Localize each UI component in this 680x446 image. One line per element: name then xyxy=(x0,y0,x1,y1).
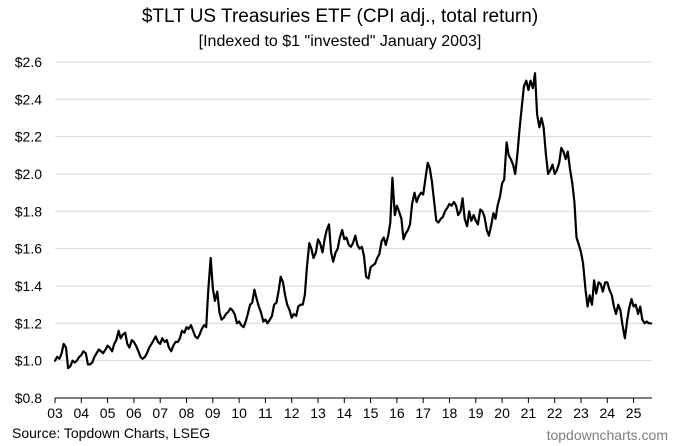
x-tick-label: 07 xyxy=(152,405,168,421)
x-tick-label: 20 xyxy=(494,405,510,421)
y-tick-label: $1.2 xyxy=(15,315,42,331)
x-tick-label: 18 xyxy=(442,405,458,421)
y-tick-label: $1.6 xyxy=(15,241,42,257)
y-axis-tick-labels: $0.8 $1.0 $1.2 $1.4 $1.6 $1.8 $2.0 $2.2 $2.4 $2.6 xyxy=(15,54,42,406)
x-tick-label: 08 xyxy=(179,405,195,421)
x-tick-label: 17 xyxy=(415,405,431,421)
y-tick-label: $2.2 xyxy=(15,129,42,145)
x-tick-label: 21 xyxy=(521,405,537,421)
x-tick-label: 15 xyxy=(363,405,379,421)
x-tick-label: 13 xyxy=(310,405,326,421)
x-tick-label: 11 xyxy=(258,405,273,421)
x-tick-label: 16 xyxy=(389,405,405,421)
series-layer xyxy=(53,72,653,370)
x-tick-label: 06 xyxy=(126,405,142,421)
x-tick-label: 23 xyxy=(573,405,589,421)
x-tick-label: 12 xyxy=(284,405,300,421)
x-tick-label: 22 xyxy=(547,405,563,421)
y-tick-label: $2.0 xyxy=(15,166,42,182)
x-tick-label: 03 xyxy=(47,405,63,421)
y-tick-label: $1.8 xyxy=(15,203,42,219)
source-note: Source: Topdown Charts, LSEG xyxy=(12,425,211,441)
x-tick-label: 14 xyxy=(337,405,353,421)
y-tick-label: $2.6 xyxy=(15,54,42,70)
x-tick-label: 09 xyxy=(205,405,221,421)
watermark: topdowncharts.com xyxy=(546,427,668,443)
x-axis-tick-labels: 03 04 05 06 07 08 09 10 11 12 13 14 15 16 17 18 19 20 21 22… xyxy=(47,405,641,421)
x-tick-label: 25 xyxy=(626,405,642,421)
x-tick-label: 04 xyxy=(74,405,90,421)
y-tick-label: $2.4 xyxy=(15,91,42,107)
y-tick-label: $0.8 xyxy=(15,390,42,406)
series-line xyxy=(53,72,653,370)
chart-subtitle: [Indexed to $1 "invested" January 2003] xyxy=(198,33,482,50)
x-tick-label: 10 xyxy=(231,405,247,421)
gridlines xyxy=(55,61,652,362)
chart-title: $TLT US Treasuries ETF (CPI adj., total … xyxy=(141,6,539,27)
x-tick-label: 05 xyxy=(100,405,116,421)
x-tick-label: 19 xyxy=(468,405,484,421)
x-tick-label: 24 xyxy=(600,405,616,421)
y-tick-label: $1.4 xyxy=(15,278,42,294)
axes xyxy=(54,397,652,403)
y-tick-label: $1.0 xyxy=(15,353,42,369)
